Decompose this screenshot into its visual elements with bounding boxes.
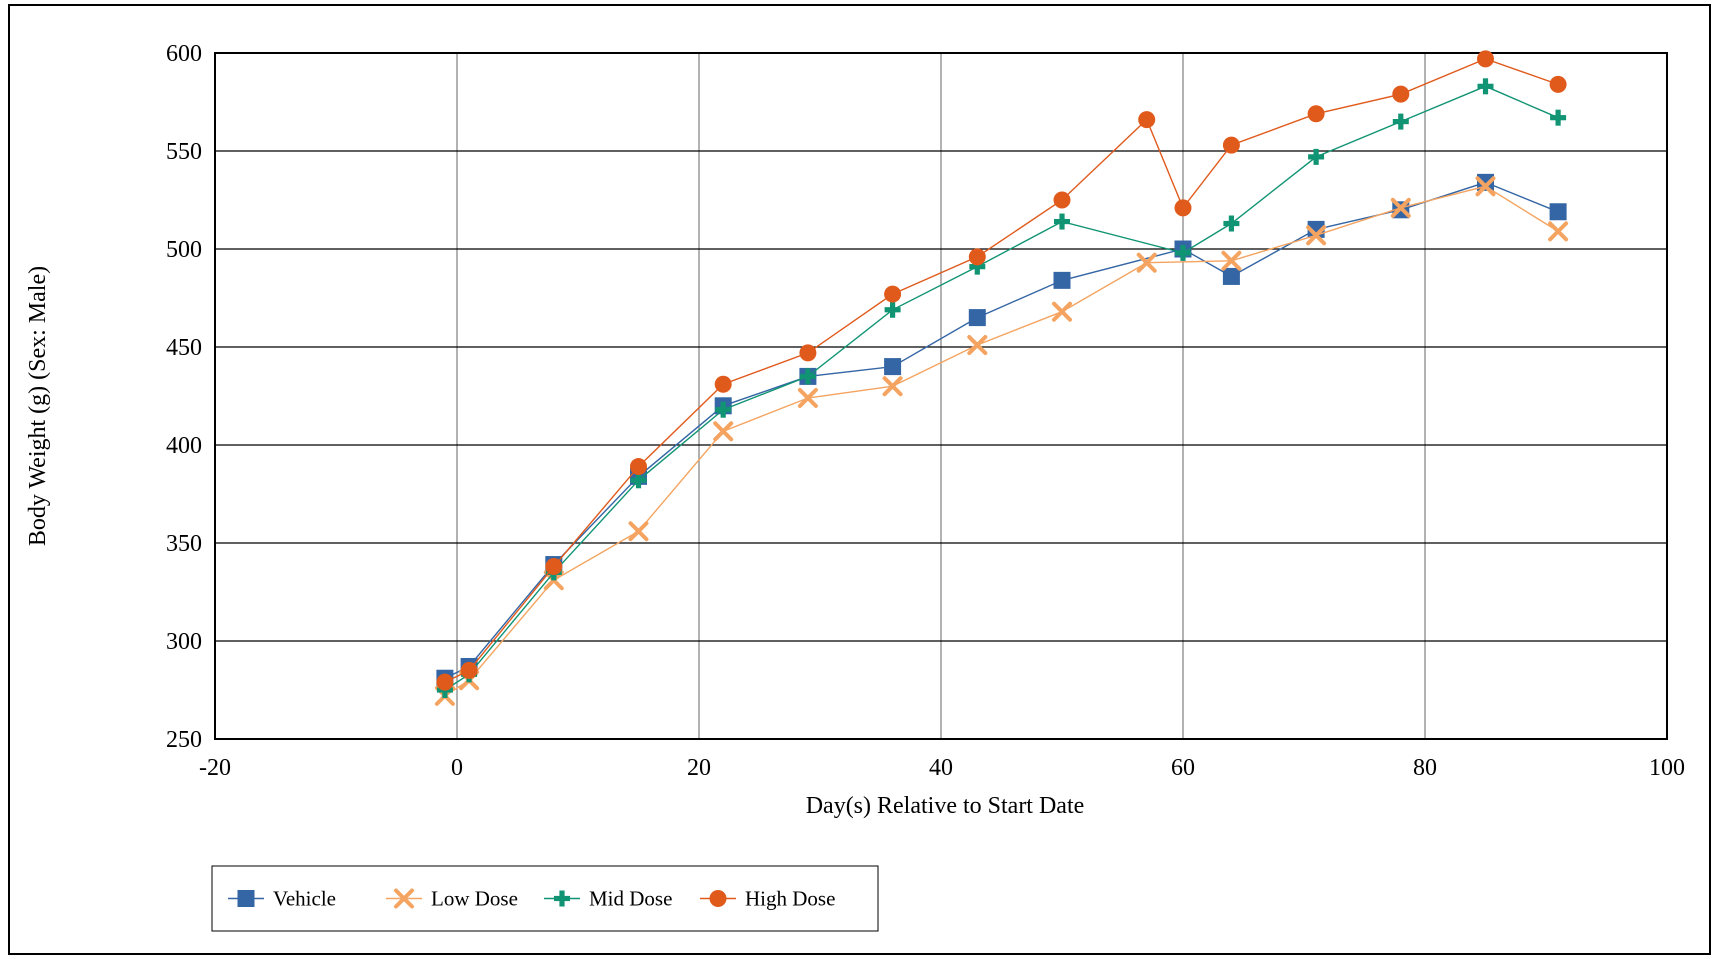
data-point bbox=[1052, 301, 1072, 322]
plot-area bbox=[214, 52, 1668, 740]
legend-label: Mid Dose bbox=[589, 887, 672, 911]
data-point bbox=[1306, 225, 1327, 246]
x-tick-label: 40 bbox=[929, 755, 953, 781]
data-point bbox=[1222, 136, 1240, 154]
data-point bbox=[1054, 213, 1070, 230]
data-point bbox=[714, 375, 732, 393]
data-point bbox=[1053, 191, 1071, 209]
data-point bbox=[884, 301, 901, 318]
legend-label: High Dose bbox=[745, 887, 835, 911]
series-line bbox=[444, 58, 1559, 683]
data-point bbox=[1308, 148, 1325, 165]
series-line bbox=[444, 181, 1559, 679]
series-mid-dose bbox=[436, 78, 1567, 698]
data-point bbox=[1053, 271, 1071, 289]
data-point bbox=[1174, 199, 1192, 217]
series-line bbox=[444, 185, 1559, 697]
legend-marker bbox=[237, 890, 255, 907]
data-point bbox=[715, 401, 732, 418]
legend-marker bbox=[554, 890, 570, 907]
data-point bbox=[1549, 75, 1567, 93]
data-point bbox=[436, 673, 454, 691]
data-point bbox=[1549, 203, 1567, 221]
y-tick-label: 600 bbox=[166, 41, 202, 67]
grid bbox=[215, 53, 1667, 739]
x-tick-label: 0 bbox=[451, 755, 463, 781]
series-high-dose bbox=[436, 50, 1567, 691]
series-vehicle bbox=[436, 173, 1567, 687]
legend-marker bbox=[394, 888, 414, 909]
data-point bbox=[1221, 250, 1242, 271]
data-point bbox=[1475, 176, 1496, 197]
data-point bbox=[1136, 252, 1157, 273]
x-tick-label: 100 bbox=[1649, 755, 1685, 781]
data-point bbox=[799, 368, 816, 385]
data-point bbox=[1222, 267, 1240, 285]
y-tick-label: 350 bbox=[166, 531, 202, 557]
data-point bbox=[628, 521, 649, 542]
y-tick-label: 550 bbox=[166, 139, 202, 165]
y-tick-label: 300 bbox=[166, 629, 202, 655]
y-tick-label: 250 bbox=[166, 727, 202, 753]
series-group bbox=[434, 50, 1569, 706]
y-tick-label: 400 bbox=[166, 433, 202, 459]
data-point bbox=[969, 258, 986, 275]
data-point bbox=[1392, 113, 1409, 130]
data-point bbox=[1223, 215, 1240, 232]
chart-frame bbox=[8, 4, 1711, 955]
y-tick-labels: 250 300 350 400 450 500 550 600 bbox=[166, 41, 202, 753]
data-point bbox=[1550, 109, 1567, 126]
data-point bbox=[1548, 221, 1569, 242]
x-tick-label: 80 bbox=[1413, 755, 1437, 781]
x-tick-label: 60 bbox=[1171, 755, 1195, 781]
data-point bbox=[968, 248, 986, 266]
legend-item: High Dose bbox=[700, 887, 835, 911]
y-tick-label: 450 bbox=[166, 335, 202, 361]
data-point bbox=[1138, 111, 1156, 129]
legend-item: Vehicle bbox=[228, 887, 336, 911]
series-low-dose bbox=[434, 176, 1569, 706]
data-point bbox=[884, 285, 902, 303]
data-point bbox=[545, 558, 563, 576]
data-point bbox=[799, 344, 817, 362]
data-point bbox=[1175, 244, 1191, 261]
y-axis-label: Body Weight (g) (Sex: Male) bbox=[25, 266, 51, 546]
data-point bbox=[1390, 197, 1411, 218]
data-point bbox=[1477, 173, 1494, 191]
series-line bbox=[444, 85, 1559, 691]
data-point bbox=[1477, 78, 1494, 95]
data-point bbox=[967, 335, 988, 356]
data-point bbox=[1307, 105, 1325, 123]
data-point bbox=[630, 472, 647, 489]
data-point bbox=[460, 661, 478, 679]
data-point bbox=[797, 387, 818, 408]
legend-label: Low Dose bbox=[431, 887, 518, 911]
x-tick-labels: -20 0 20 40 60 80 100 bbox=[199, 755, 1685, 781]
data-point bbox=[630, 458, 647, 476]
x-axis-label: Day(s) Relative to Start Date bbox=[806, 793, 1085, 819]
legend: Vehicle Low Dose Mid Dose High Dose bbox=[211, 865, 879, 932]
x-tick-label: -20 bbox=[199, 755, 231, 781]
legend-label: Vehicle bbox=[273, 887, 336, 911]
data-point bbox=[882, 376, 903, 397]
legend-marker bbox=[709, 890, 727, 907]
data-point bbox=[884, 358, 902, 376]
data-point bbox=[1477, 50, 1494, 68]
data-point bbox=[968, 309, 986, 327]
data-point bbox=[1392, 85, 1410, 103]
legend-item: Low Dose bbox=[386, 887, 518, 911]
y-tick-label: 500 bbox=[166, 237, 202, 263]
legend-item: Mid Dose bbox=[544, 887, 672, 911]
data-point bbox=[713, 421, 734, 442]
x-tick-label: 20 bbox=[687, 755, 711, 781]
